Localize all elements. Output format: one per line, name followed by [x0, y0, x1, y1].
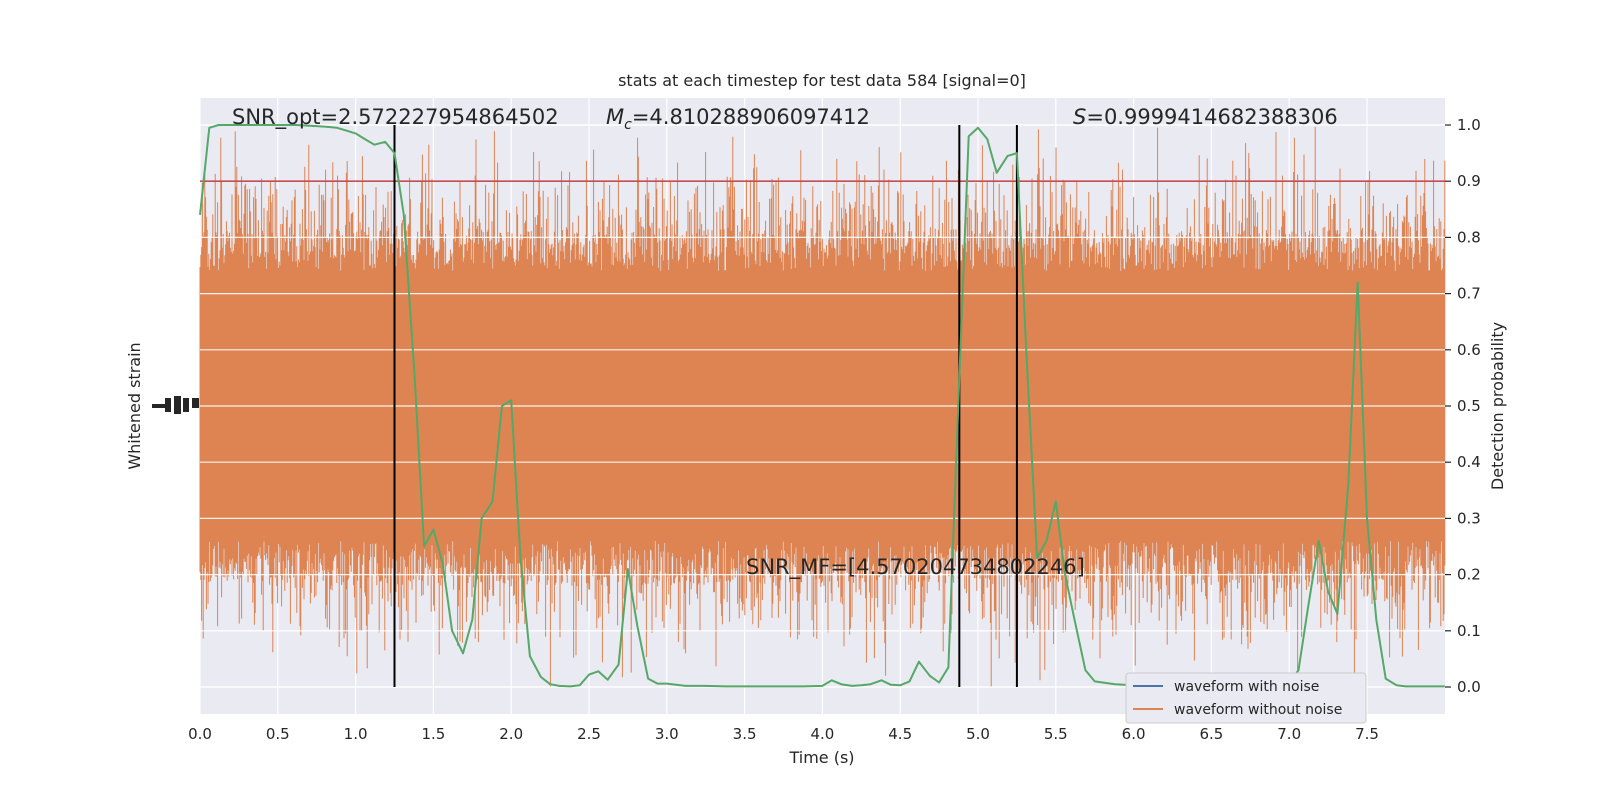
vertical-markers — [393, 125, 1018, 687]
x-tick-label-4: 2.0 — [499, 725, 523, 743]
x-tick-label-13: 6.5 — [1199, 725, 1223, 743]
x-tick-label-12: 6.0 — [1122, 725, 1146, 743]
y-tick-label-10: 1.0 — [1457, 116, 1481, 134]
s-value: =0.9999414682388306 — [1086, 105, 1337, 129]
x-axis-label: Time (s) — [788, 748, 854, 767]
annotation-snr-opt: SNR_opt=2.572227954864502 — [232, 105, 559, 130]
y-tick-label-8: 0.8 — [1457, 228, 1481, 246]
left-tick-cluster-2 — [174, 396, 181, 414]
chirp-mass-symbol: M — [606, 105, 624, 129]
annotation-chirp-mass: Mc=4.810288906097412 — [606, 105, 870, 133]
x-tick-label-11: 5.5 — [1044, 725, 1068, 743]
x-tick-label-7: 3.5 — [733, 725, 757, 743]
y-tick-label-7: 0.7 — [1457, 285, 1481, 303]
x-tick-label-1: 0.5 — [266, 725, 290, 743]
x-tick-label-5: 2.5 — [577, 725, 601, 743]
noise-series — [199, 124, 1446, 688]
s-symbol: S — [1073, 105, 1086, 129]
x-axis-ticks: 0.0 0.5 1.0 1.5 2.0 2.5 3.0 3.5 4.0 4.5 5.0 5.5 6.0 6… — [188, 725, 1379, 743]
y-tick-label-1: 0.1 — [1457, 622, 1481, 640]
x-tick-label-8: 4.0 — [810, 725, 834, 743]
legend-label-without-noise: waveform without noise — [1174, 702, 1342, 718]
left-axis-ticks — [152, 396, 199, 414]
y-tick-label-2: 0.2 — [1457, 566, 1481, 584]
annotation-s: S=0.9999414682388306 — [1073, 105, 1338, 129]
x-tick-label-9: 4.5 — [888, 725, 912, 743]
legend-label-with-noise: waveform with noise — [1174, 679, 1319, 695]
annotation-snr-mf: SNR_MF=[4.570204734802246] — [746, 555, 1085, 580]
left-tick-cluster-1 — [165, 398, 171, 412]
x-tick-label-0: 0.0 — [188, 725, 212, 743]
x-tick-label-3: 1.5 — [421, 725, 445, 743]
x-tick-label-10: 5.0 — [966, 725, 990, 743]
left-axis-label: Whitened strain — [125, 342, 144, 469]
x-tick-label-6: 3.0 — [655, 725, 679, 743]
chart-title: stats at each timestep for test data 584… — [618, 71, 1026, 90]
y-tick-label-0: 0.0 — [1457, 678, 1481, 696]
legend: waveform with noise waveform without noi… — [1125, 672, 1367, 724]
y-tick-label-5: 0.5 — [1457, 397, 1481, 415]
legend-box — [1125, 672, 1367, 724]
left-tick-cluster-4 — [192, 398, 199, 408]
x-tick-label-2: 1.0 — [344, 725, 368, 743]
right-axis-ticks: 0.0 0.1 0.2 0.3 0.4 0.5 0.6 0.7 0.8 0.9 1.0 — [1445, 116, 1481, 696]
x-tick-label-15: 7.5 — [1355, 725, 1379, 743]
chirp-mass-value: =4.810288906097412 — [632, 105, 870, 129]
chirp-mass-subscript: c — [624, 117, 632, 133]
y-tick-label-6: 0.6 — [1457, 341, 1481, 359]
y-tick-label-3: 0.3 — [1457, 509, 1481, 527]
y-tick-label-9: 0.9 — [1457, 172, 1481, 190]
right-axis-label: Detection probability — [1488, 322, 1507, 490]
y-tick-label-4: 0.4 — [1457, 453, 1481, 471]
left-tick-cluster-3 — [183, 398, 189, 412]
x-tick-label-14: 7.0 — [1277, 725, 1301, 743]
left-tick-cluster-0 — [152, 404, 166, 408]
